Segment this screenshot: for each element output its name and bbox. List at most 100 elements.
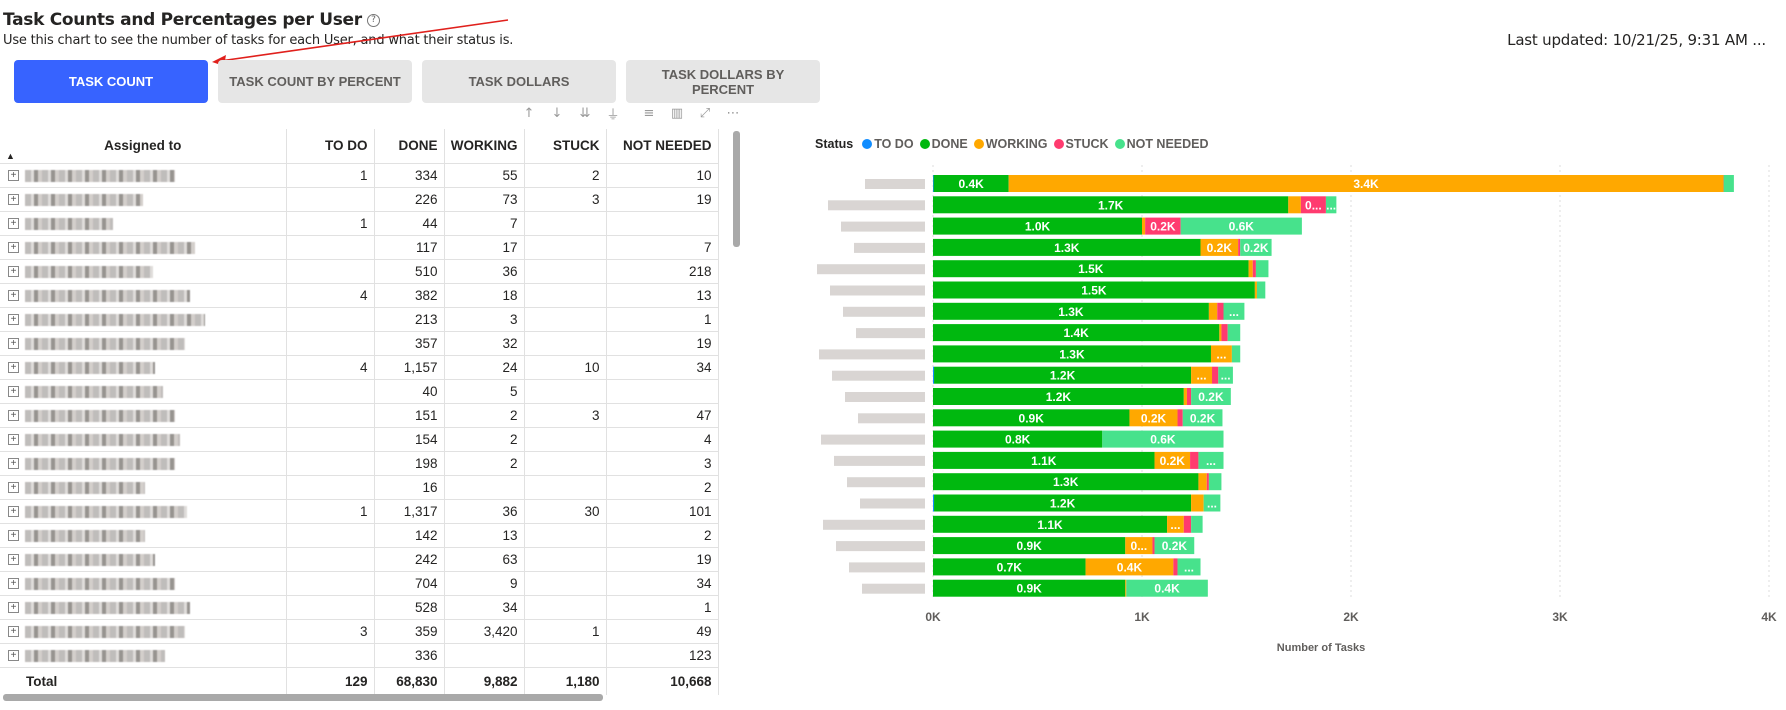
bar-segment-stuck[interactable]	[1238, 238, 1241, 256]
bar-segment-done[interactable]	[933, 388, 1184, 405]
column-header-stuck[interactable]: STUCK	[524, 129, 607, 164]
bar-segment-done[interactable]	[933, 260, 1249, 278]
bar-segment-working[interactable]	[1183, 388, 1187, 405]
bar-segment-done[interactable]	[933, 281, 1255, 299]
bar-segment-not-needed[interactable]	[1223, 302, 1245, 320]
bar-segment-working[interactable]	[1198, 473, 1207, 491]
bar-segment-stuck[interactable]	[1177, 409, 1183, 427]
table-row[interactable]: +1 334 55 2 10	[0, 163, 719, 188]
expand-hierarchy-icon[interactable]: ⏚	[606, 108, 620, 123]
drill-up-icon[interactable]: ↑	[523, 106, 535, 121]
bar-segment-stuck[interactable]	[1221, 324, 1228, 342]
expand-row-icon[interactable]: +	[8, 506, 19, 518]
bar-segment-done[interactable]	[933, 196, 1289, 214]
bar-segment-done[interactable]	[934, 366, 1192, 384]
column-header-working[interactable]: WORKING	[444, 129, 525, 164]
bar-segment-not-needed[interactable]	[1218, 366, 1233, 384]
expand-row-icon[interactable]: +	[8, 578, 19, 590]
tab-task-dollars-by-percent[interactable]: TASK DOLLARS BY PERCENT	[626, 60, 820, 103]
expand-row-icon[interactable]: +	[8, 194, 19, 206]
bar-segment-working[interactable]	[1125, 579, 1127, 597]
bar-segment-stuck[interactable]	[1212, 366, 1219, 384]
bar-segment-not-needed[interactable]	[1180, 217, 1302, 235]
table-row[interactable]: +336 123	[0, 643, 719, 668]
format-visual-icon[interactable]: ▥	[670, 106, 684, 121]
table-row[interactable]: +226 73 3 19	[0, 187, 719, 212]
expand-row-icon[interactable]: +	[8, 290, 19, 302]
bar-segment-working[interactable]	[1142, 217, 1146, 235]
filter-icon[interactable]: ≡	[643, 106, 655, 121]
bar-segment-working[interactable]	[1191, 494, 1204, 512]
bar-segment-working[interactable]	[1085, 558, 1174, 576]
sort-ascending-icon[interactable]: ▲	[6, 150, 15, 161]
expand-row-icon[interactable]: +	[8, 434, 19, 446]
bar-segment-working[interactable]	[1248, 260, 1253, 278]
expand-row-icon[interactable]: +	[8, 266, 19, 278]
table-row[interactable]: +151 2 3 47	[0, 403, 719, 428]
table-row[interactable]: +142 13 2	[0, 523, 719, 548]
expand-row-icon[interactable]: +	[8, 242, 19, 254]
legend-item-not-needed[interactable]: NOT NEEDED	[1114, 137, 1209, 151]
go-to-next-level-icon[interactable]: ⇊	[579, 106, 591, 121]
bar-segment-not-needed[interactable]	[1154, 537, 1195, 555]
expand-row-icon[interactable]: +	[8, 482, 19, 494]
bar-segment-working[interactable]	[1167, 515, 1184, 533]
bar-segment-stuck[interactable]	[1152, 537, 1155, 555]
bar-segment-not-needed[interactable]	[1255, 260, 1269, 278]
bar-segment-not-needed[interactable]	[1231, 345, 1241, 363]
legend-item-done[interactable]: DONE	[919, 137, 968, 151]
bar-segment-working[interactable]	[1254, 281, 1257, 299]
bar-segment-not-needed[interactable]	[1325, 196, 1337, 214]
table-row[interactable]: +16 2	[0, 475, 719, 500]
table-row[interactable]: +154 2 4	[0, 427, 719, 452]
bar-segment-stuck[interactable]	[1145, 217, 1181, 235]
bar-segment-done[interactable]	[933, 302, 1209, 320]
expand-row-icon[interactable]: +	[8, 458, 19, 470]
bar-segment-done[interactable]	[933, 579, 1126, 597]
table-row[interactable]: +4 1,157 24 10 34	[0, 355, 719, 380]
bar-segment-stuck[interactable]	[1252, 260, 1256, 278]
bar-segment-not-needed[interactable]	[1126, 579, 1208, 597]
bar-segment-done[interactable]	[933, 558, 1086, 576]
bar-segment-working[interactable]	[1208, 302, 1218, 320]
legend-item-to-do[interactable]: TO DO	[862, 137, 914, 151]
bar-segment-working[interactable]	[1210, 345, 1232, 363]
expand-row-icon[interactable]: +	[8, 410, 19, 422]
table-row[interactable]: +528 34 1	[0, 595, 719, 620]
bar-segment-not-needed[interactable]	[1102, 430, 1224, 448]
bar-segment-stuck[interactable]	[1190, 451, 1199, 469]
table-row[interactable]: +117 17 7	[0, 235, 719, 260]
focus-mode-icon[interactable]: ⤢	[699, 106, 711, 121]
bar-segment-not-needed[interactable]	[1256, 281, 1266, 299]
bar-segment-done[interactable]	[933, 238, 1201, 256]
bar-segment-to-do[interactable]	[933, 366, 935, 384]
table-row[interactable]: +510 36 218	[0, 259, 719, 284]
expand-row-icon[interactable]: +	[8, 530, 19, 542]
bar-segment-working[interactable]	[1288, 196, 1301, 214]
column-header-done[interactable]: DONE	[374, 129, 445, 164]
tab-task-dollars[interactable]: TASK DOLLARS	[422, 60, 616, 103]
bar-segment-done[interactable]	[933, 451, 1155, 469]
bar-segment-working[interactable]	[1154, 451, 1191, 469]
bar-segment-done[interactable]	[933, 515, 1168, 533]
tab-task-count-by-percent[interactable]: TASK COUNT BY PERCENT	[218, 60, 412, 103]
expand-row-icon[interactable]: +	[8, 626, 19, 638]
expand-row-icon[interactable]: +	[8, 650, 19, 662]
bar-segment-not-needed[interactable]	[1191, 388, 1231, 405]
bar-segment-not-needed[interactable]	[1182, 409, 1223, 427]
bar-segment-working[interactable]	[1129, 409, 1178, 427]
expand-row-icon[interactable]: +	[8, 362, 19, 374]
bar-segment-to-do[interactable]	[933, 175, 934, 192]
table-row[interactable]: +4 382 18 13	[0, 283, 719, 308]
expand-row-icon[interactable]: +	[8, 602, 19, 614]
drill-down-icon[interactable]: ↓	[551, 106, 563, 121]
table-row[interactable]: +213 3 1	[0, 307, 719, 332]
bar-segment-not-needed[interactable]	[1203, 494, 1221, 512]
bar-segment-done[interactable]	[933, 409, 1130, 427]
table-row[interactable]: +198 2 3	[0, 451, 719, 476]
table-row[interactable]: +357 32 19	[0, 331, 719, 356]
bar-segment-working[interactable]	[1125, 537, 1153, 555]
table-row[interactable]: +704 9 34	[0, 571, 719, 596]
bar-segment-stuck[interactable]	[1217, 302, 1224, 320]
table-row[interactable]: +40 5	[0, 379, 719, 404]
